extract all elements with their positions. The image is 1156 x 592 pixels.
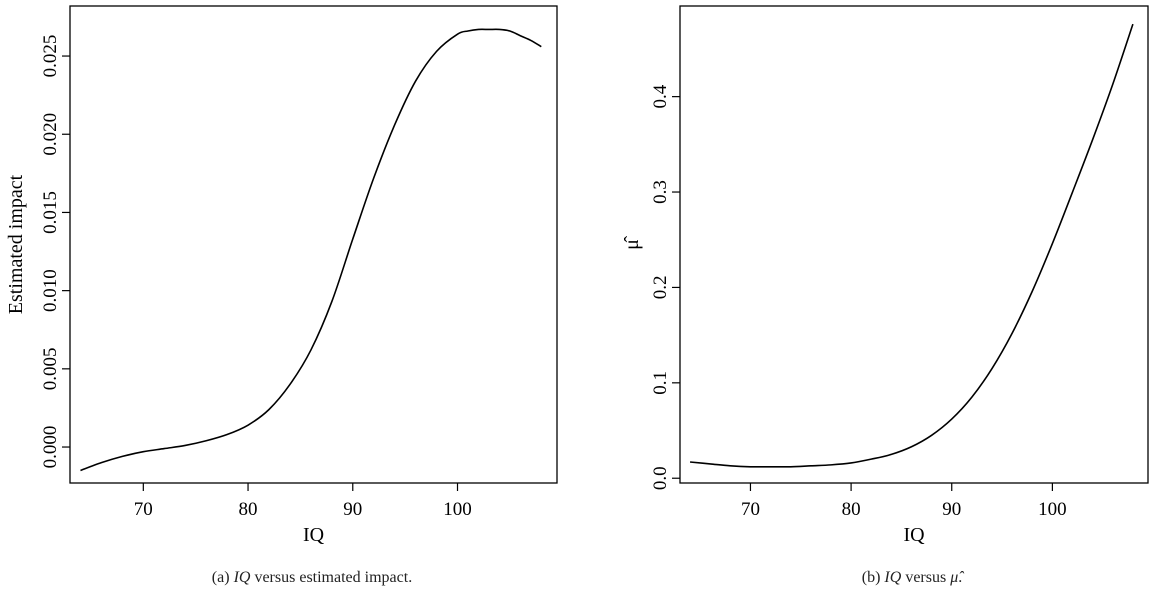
caption-italic: IQ <box>233 569 251 586</box>
caption-prefix: (a) <box>212 569 234 586</box>
y-tick-label: 0.025 <box>40 35 61 78</box>
y-tick-label: 0.1 <box>650 371 671 395</box>
series-line-1 <box>689 23 1134 468</box>
caption-italic: IQ <box>883 569 901 586</box>
caption-end: . <box>958 569 962 586</box>
chart-panel-2: 70 80 90 100 0.0 0.1 0.2 0.3 0.4 IQ μ̂ (b) IQ versu… <box>621 5 1149 586</box>
series-line-1 <box>80 28 542 472</box>
y-tick-label: 0.3 <box>650 180 671 204</box>
y-tick-label: 0.005 <box>40 347 61 390</box>
y-tick-label: 0.020 <box>40 113 61 156</box>
x-tick-label: 100 <box>1038 499 1067 520</box>
plot-frame <box>69 5 558 484</box>
x-tick-label: 80 <box>239 499 258 520</box>
y-tick-label: 0.4 <box>650 84 671 108</box>
caption-prefix: (b) <box>862 569 885 586</box>
x-tick-label: 70 <box>741 499 760 520</box>
x-tick-label: 70 <box>134 499 153 520</box>
x-tick-label: 90 <box>343 499 362 520</box>
x-axis-title: IQ <box>303 524 325 546</box>
y-tick-label: 0.000 <box>40 426 61 469</box>
y-tick-label: 0.0 <box>650 466 671 490</box>
figure-caption: (b) IQ versus μ̂. <box>862 569 964 586</box>
caption-suffix: versus <box>901 569 950 586</box>
figure-caption: (a) IQ versus estimated impact. <box>212 569 412 586</box>
y-axis-title: Estimated impact <box>5 174 27 314</box>
plot-frame <box>679 5 1149 484</box>
x-tick-label: 100 <box>443 499 472 520</box>
x-tick-label: 90 <box>942 499 961 520</box>
caption-suffix: versus estimated impact. <box>250 569 412 586</box>
x-axis-title: IQ <box>903 524 925 546</box>
y-axis-title: μ̂ <box>621 235 643 250</box>
chart-panel-1: 70 80 90 100 0.000 0.005 0.010 0.015 0.020 0.025 I… <box>5 5 558 586</box>
y-tick-label: 0.015 <box>40 191 61 234</box>
y-tick-label: 0.2 <box>650 276 671 300</box>
x-tick-label: 80 <box>842 499 861 520</box>
y-tick-label: 0.010 <box>40 269 61 312</box>
